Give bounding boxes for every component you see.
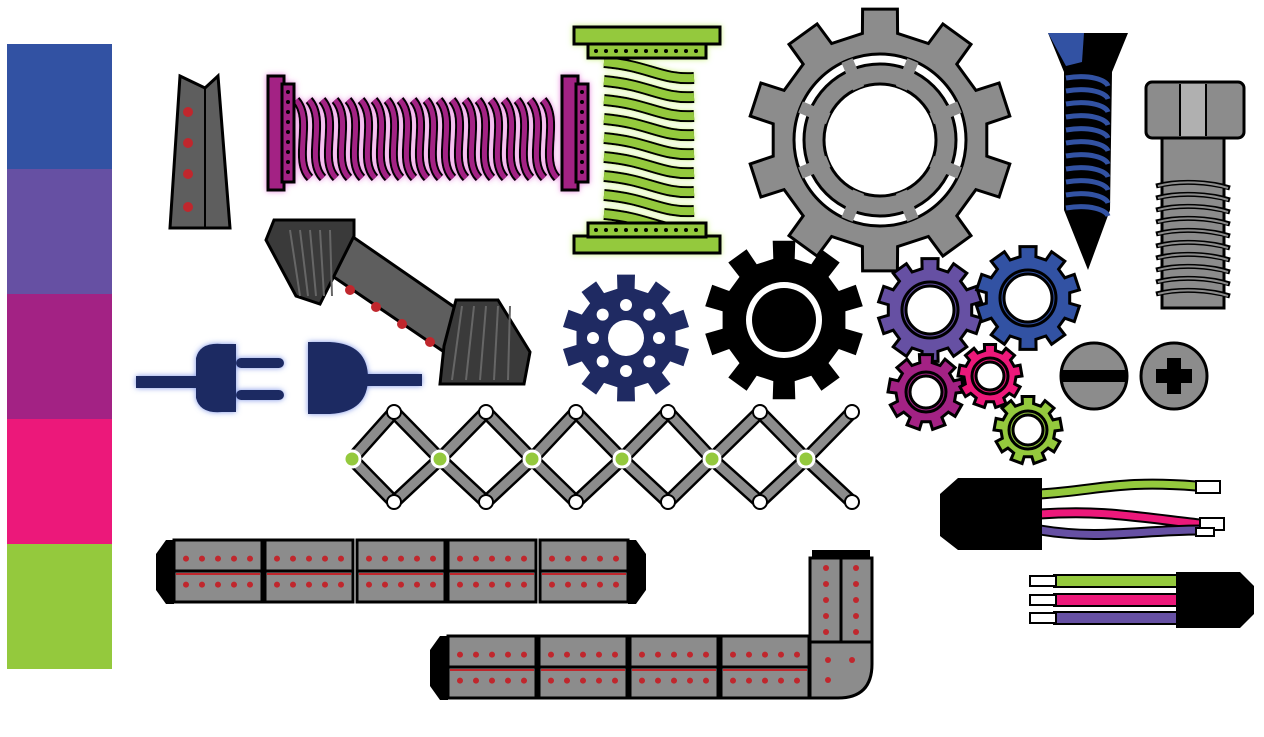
straight-track-segment-icon [156, 538, 646, 604]
scissor-linkage-icon [342, 404, 860, 510]
swatch-magenta [7, 294, 112, 419]
swatch-lime [7, 544, 112, 669]
slotted-screw-head-icon [1059, 341, 1129, 411]
blue-screw-icon [1048, 33, 1128, 270]
wedge-bracket-icon [168, 72, 232, 230]
power-plug-icon [136, 342, 422, 414]
large-gray-gear-icon [748, 7, 1012, 273]
navy-gear-icon [563, 274, 689, 402]
bellows-joint-icon [264, 218, 532, 386]
magenta-spring-icon [266, 74, 590, 192]
wire-cable-icon [940, 478, 1254, 628]
hex-bolt-icon [1144, 80, 1246, 310]
swatch-pink [7, 419, 112, 544]
green-spring-icon [572, 25, 722, 255]
swatch-blue [7, 44, 112, 169]
swatch-violet [7, 169, 112, 294]
elbow-track-segment-icon [430, 550, 874, 700]
color-palette [7, 44, 112, 669]
small-gears-cluster-icon [876, 245, 1082, 466]
phillips-screw-head-icon [1139, 341, 1209, 411]
black-gear-icon [705, 240, 863, 400]
